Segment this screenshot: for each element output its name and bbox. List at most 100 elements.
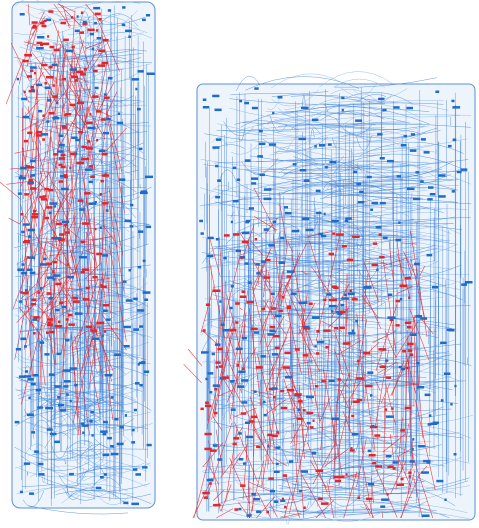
- node: [376, 269, 378, 272]
- node: [351, 415, 354, 418]
- node: [142, 466, 147, 469]
- node: [269, 330, 275, 333]
- node: [251, 182, 256, 185]
- node: [69, 473, 74, 476]
- node: [215, 361, 220, 364]
- node: [368, 483, 374, 486]
- node: [31, 383, 36, 386]
- node: [75, 30, 80, 32]
- node: [347, 259, 353, 262]
- node: [390, 319, 394, 322]
- node: [316, 212, 321, 215]
- node: [216, 138, 221, 141]
- node: [52, 270, 55, 273]
- node: [261, 355, 266, 358]
- node: [54, 441, 60, 444]
- node: [213, 384, 220, 387]
- node: [205, 378, 207, 381]
- node: [237, 179, 241, 182]
- node: [247, 301, 254, 304]
- node: [132, 429, 135, 432]
- node: [23, 223, 30, 226]
- node: [33, 374, 38, 377]
- node: [260, 174, 265, 177]
- node: [49, 297, 53, 300]
- node: [24, 54, 32, 57]
- node: [348, 332, 355, 335]
- node: [428, 186, 434, 189]
- node: [341, 97, 344, 100]
- node: [52, 95, 58, 98]
- node: [231, 408, 236, 411]
- node: [289, 460, 294, 463]
- node: [353, 401, 360, 404]
- node: [144, 371, 149, 374]
- node: [422, 515, 430, 518]
- node: [28, 179, 33, 182]
- node: [80, 241, 85, 244]
- node: [264, 198, 272, 201]
- node: [416, 362, 419, 365]
- node: [95, 87, 99, 90]
- node: [412, 448, 414, 451]
- node: [75, 139, 80, 142]
- node: [30, 69, 33, 72]
- node: [55, 325, 62, 328]
- node: [104, 473, 107, 476]
- node: [353, 171, 357, 174]
- node: [396, 300, 401, 303]
- node: [336, 233, 344, 236]
- node: [457, 171, 462, 174]
- node: [212, 95, 219, 98]
- node: [271, 307, 276, 310]
- node: [408, 297, 410, 300]
- node: [79, 31, 84, 34]
- node: [338, 378, 341, 381]
- node: [233, 200, 239, 203]
- node: [54, 49, 60, 52]
- node: [214, 412, 218, 415]
- node: [421, 471, 429, 474]
- node: [315, 385, 318, 388]
- node: [45, 407, 53, 410]
- node: [146, 226, 152, 229]
- node: [96, 110, 102, 113]
- node: [38, 463, 44, 466]
- node: [147, 73, 155, 76]
- node: [38, 110, 42, 113]
- node: [49, 212, 52, 215]
- node: [96, 253, 102, 256]
- node: [264, 414, 267, 417]
- node: [124, 345, 130, 348]
- node: [444, 373, 451, 376]
- node: [42, 43, 50, 46]
- node: [98, 50, 105, 53]
- node: [103, 304, 109, 307]
- node: [49, 202, 57, 205]
- node: [78, 199, 84, 202]
- node: [212, 146, 219, 149]
- node: [82, 146, 88, 149]
- node: [365, 385, 373, 388]
- node: [291, 293, 297, 296]
- node: [115, 418, 119, 421]
- node: [242, 232, 250, 235]
- node: [356, 183, 361, 186]
- node: [131, 503, 139, 506]
- node: [256, 366, 263, 369]
- node: [254, 331, 259, 334]
- node: [27, 414, 34, 417]
- node: [137, 108, 141, 111]
- node: [122, 24, 126, 27]
- node: [221, 324, 225, 327]
- node: [309, 303, 313, 306]
- node: [55, 283, 61, 286]
- node: [20, 213, 23, 216]
- node: [372, 462, 376, 465]
- node: [454, 453, 457, 456]
- node: [90, 176, 95, 179]
- node: [375, 465, 382, 468]
- node: [28, 235, 31, 238]
- node: [42, 115, 44, 118]
- node: [21, 98, 27, 101]
